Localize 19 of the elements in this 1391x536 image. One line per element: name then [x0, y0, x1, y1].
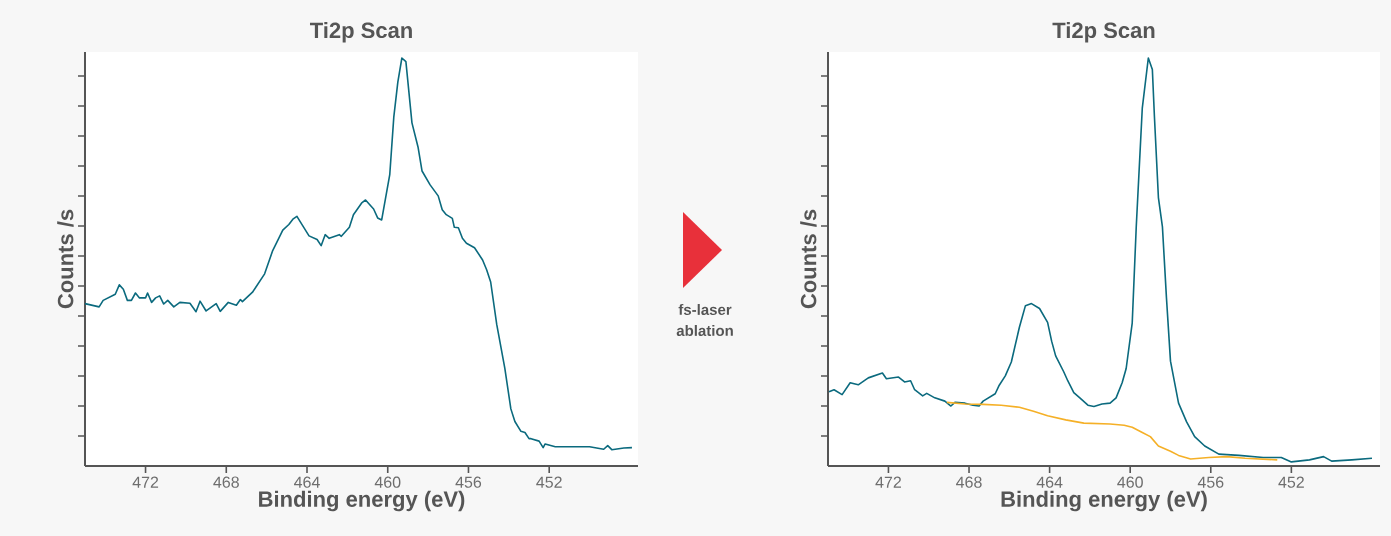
x-tick-label: 452 — [1278, 476, 1304, 488]
x-tick-label: 464 — [294, 476, 320, 488]
x-tick-label: 460 — [1117, 476, 1143, 488]
x-axis-title: Binding energy (eV) — [1001, 490, 1207, 512]
x-axis-title: Binding energy (eV) — [259, 490, 465, 512]
x-tick-label: 468 — [956, 476, 982, 488]
y-axis-title: Counts /s — [800, 209, 817, 309]
y-axis-title: Counts /s — [57, 209, 74, 309]
x-tick-label: 468 — [213, 476, 239, 488]
x-tick-label: 464 — [1036, 476, 1063, 488]
x-tick-label: 460 — [374, 476, 401, 488]
chart-title: Ti2p Scan — [1052, 21, 1155, 43]
chart-title: Ti2p Scan — [309, 21, 412, 43]
x-tick-label: 456 — [455, 476, 482, 488]
x-tick-label: 452 — [536, 476, 562, 488]
x-tick-label: 472 — [132, 476, 159, 488]
x-tick-label: 456 — [1197, 476, 1224, 488]
x-tick-label: 472 — [875, 476, 901, 488]
text: fs-laser ablation — [676, 303, 733, 336]
